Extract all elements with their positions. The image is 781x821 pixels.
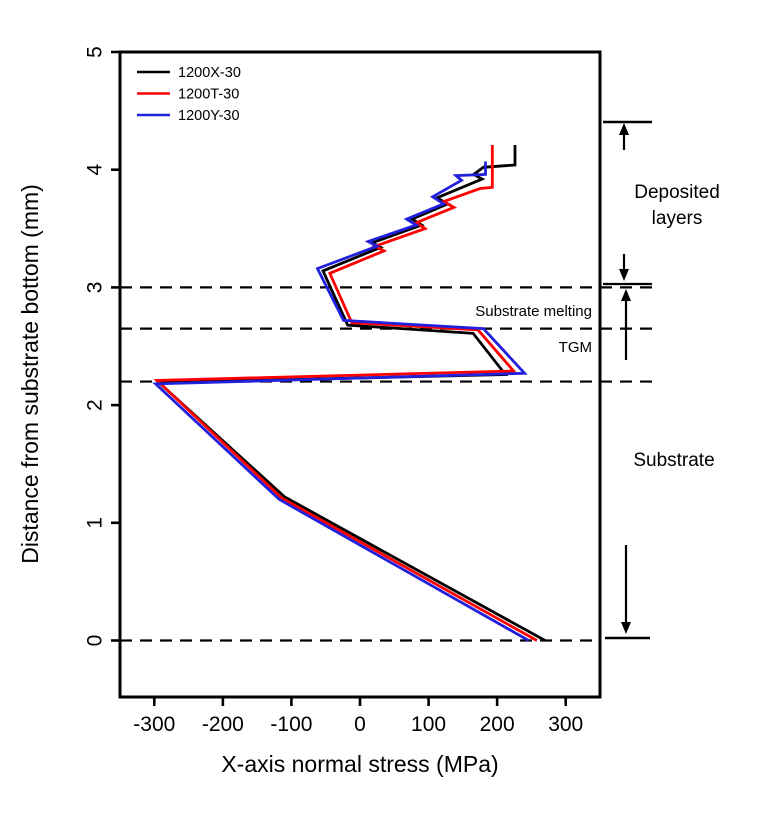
data-series-lines <box>152 145 546 642</box>
x-tick-label: 300 <box>548 713 583 736</box>
legend: 1200X-30 1200T-30 1200Y-30 <box>137 65 241 124</box>
series-line-1200Y-30 <box>152 161 530 642</box>
y-tick-label: 2 <box>83 399 106 411</box>
legend-label-1200Y-30: 1200Y-30 <box>178 108 240 124</box>
legend-label-1200T-30: 1200T-30 <box>178 87 239 103</box>
x-tick-label: 0 <box>354 713 366 736</box>
x-axis-title: X-axis normal stress (MPa) <box>221 751 498 777</box>
right-margin-annotations <box>603 120 652 640</box>
substrate-arrow-down-icon <box>621 545 631 634</box>
x-tick-label: 200 <box>480 713 515 736</box>
y-tick-label: 1 <box>83 517 106 529</box>
series-line-1200X-30 <box>155 145 546 642</box>
y-tick-label: 5 <box>83 46 106 58</box>
plot-frame <box>118 50 602 699</box>
tgm-label: TGM <box>559 339 592 356</box>
y-tick-label: 3 <box>83 282 106 294</box>
melting-region-arrow-up-icon <box>621 289 631 360</box>
legend-label-1200X-30: 1200X-30 <box>178 65 241 81</box>
deposited-layers-label-line2: layers <box>652 208 703 229</box>
deposited-top-arrow-up-icon <box>619 123 629 150</box>
deposited-layers-label-line1: Deposited <box>634 182 720 203</box>
deposited-bottom-arrow-down-icon <box>619 254 629 281</box>
series-line-1200T-30 <box>153 145 538 642</box>
x-tick-label: -300 <box>133 713 175 736</box>
substrate-label: Substrate <box>633 450 714 471</box>
x-tick-label: -100 <box>270 713 312 736</box>
x-axis-ticks: -300 -200 -100 0 100 200 300 <box>133 697 583 736</box>
y-tick-label: 0 <box>83 635 106 647</box>
y-axis-title: Distance from substrate bottom (mm) <box>17 184 43 564</box>
y-tick-label: 4 <box>83 164 106 176</box>
x-tick-label: 100 <box>411 713 446 736</box>
x-tick-label: -200 <box>202 713 244 736</box>
substrate-melting-label: Substrate melting <box>475 303 592 320</box>
y-axis-ticks: 0 1 2 3 4 5 <box>83 46 120 646</box>
